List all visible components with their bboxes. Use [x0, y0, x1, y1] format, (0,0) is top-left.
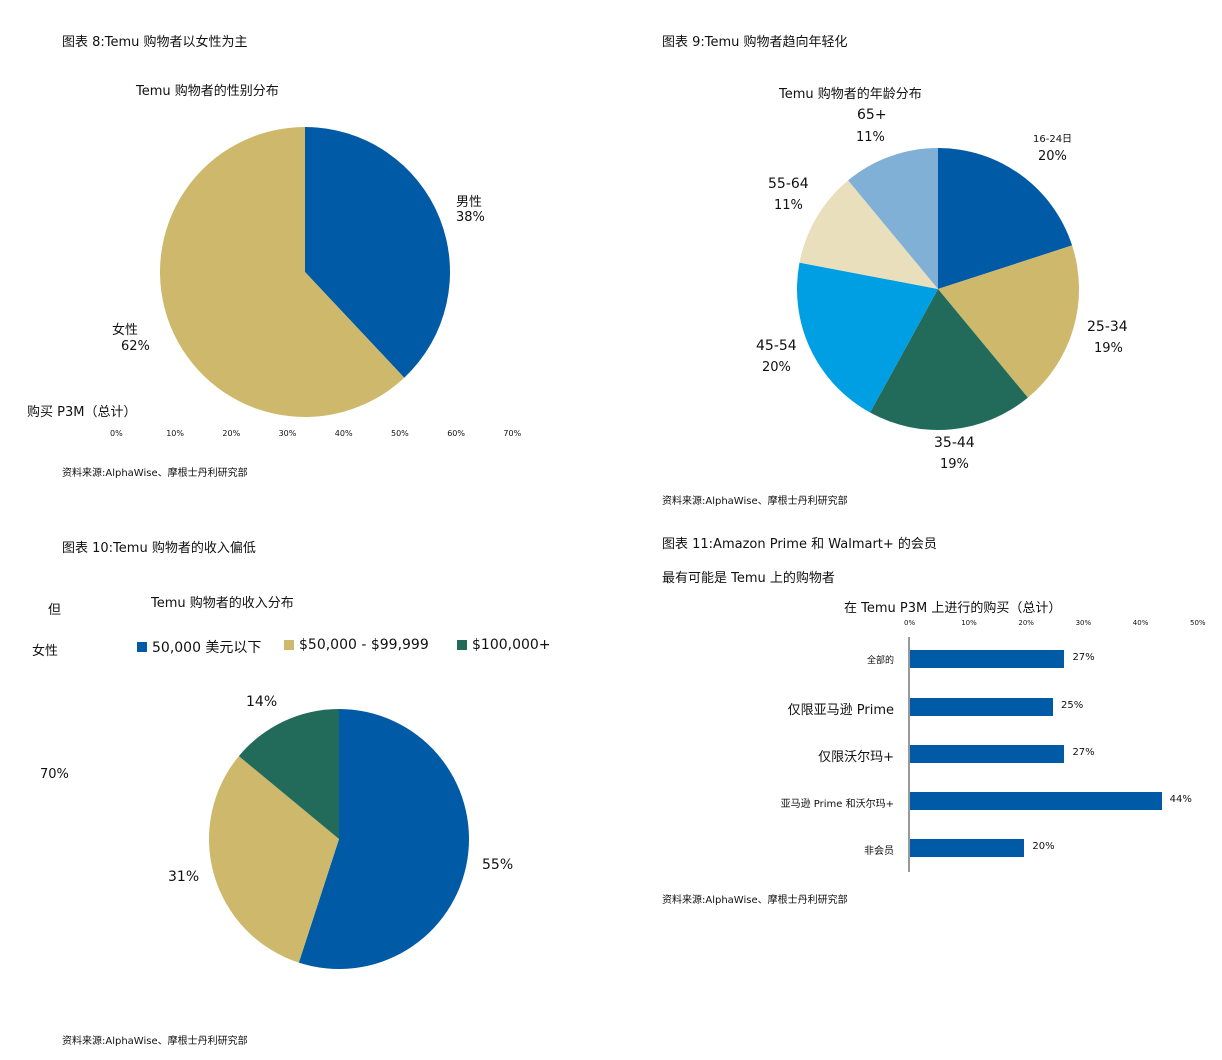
age-slice-3 — [797, 262, 938, 413]
age-chart-title: Temu 购物者的年龄分布 — [779, 87, 922, 102]
age-label-45-54: 45-54 — [756, 338, 797, 354]
bar-category-label: 仅限亚马逊 Prime — [787, 702, 894, 718]
bar-category-label: 全部的 — [866, 656, 894, 667]
bar-category-label: 非会员 — [864, 845, 894, 857]
income-legend-100k-plus: $100,000+ — [457, 637, 551, 653]
age-value-55-64: 11% — [774, 198, 803, 213]
stray-tick-label: 10% — [166, 429, 184, 438]
age-slice-0 — [938, 148, 1073, 289]
bar-x-tick-label: 10% — [961, 619, 977, 627]
stray-tick-label: 50% — [391, 429, 409, 438]
gender-label-male: 男性 — [456, 195, 483, 210]
figure-8-source: 资料来源:AlphaWise、摩根士丹利研究部 — [62, 468, 248, 479]
legend-label: 50,000 美元以下 — [152, 640, 262, 656]
stray-tick-label: 40% — [334, 429, 353, 438]
bar-category-label: 仅限沃尔玛+ — [818, 749, 894, 765]
age-pie-chart — [797, 148, 1079, 430]
gender-value-male: 38% — [456, 210, 485, 225]
income-slice-0 — [298, 709, 469, 969]
stray-tick-label: 30% — [278, 429, 297, 438]
bar-value-label: 20% — [1032, 841, 1055, 852]
bar-value-label: 27% — [1072, 652, 1095, 663]
stray-text-3: 70% — [40, 767, 69, 782]
age-slice-2 — [870, 289, 1028, 430]
bar-1 — [910, 698, 1053, 716]
age-slice-4 — [799, 180, 938, 289]
figure-11-title-line2: 最有可能是 Temu 上的购物者 — [662, 571, 835, 586]
gender-chart-title: Temu 购物者的性别分布 — [136, 84, 279, 99]
legend-label: $100,000+ — [472, 637, 551, 653]
bar-0 — [910, 650, 1065, 668]
legend-label: $50,000 - $99,999 — [299, 637, 429, 653]
bar-x-tick-label: 50% — [1190, 619, 1206, 627]
age-value-16-24: 20% — [1038, 149, 1067, 164]
figure-9-source: 资料来源:AlphaWise、摩根士丹利研究部 — [662, 496, 848, 507]
gender-slice-1 — [159, 127, 405, 417]
income-pie-chart — [209, 709, 469, 969]
legend-swatch-navy — [137, 642, 147, 652]
income-slice-1 — [209, 756, 339, 963]
legend-swatch-gold — [284, 640, 294, 650]
bar-y-axis — [908, 637, 910, 872]
bar-x-tick-label: 40% — [1132, 619, 1149, 627]
stray-tick-label: 70% — [503, 429, 522, 438]
age-slice-1 — [938, 245, 1079, 398]
age-label-65-plus: 65+ — [857, 107, 887, 123]
age-label-35-44: 35-44 — [934, 435, 975, 451]
age-value-45-54: 20% — [762, 360, 791, 375]
stray-tick-label: 20% — [222, 429, 241, 438]
bar-2 — [910, 745, 1065, 763]
bar-x-tick-label: 0% — [904, 619, 916, 627]
legend-swatch-green — [457, 640, 467, 650]
income-value-under-50k: 55% — [482, 857, 514, 873]
bar-value-label: 44% — [1169, 794, 1192, 805]
income-legend-50k-100k: $50,000 - $99,999 — [284, 637, 429, 653]
stray-axis-label: 购买 P3M（总计） — [27, 405, 137, 420]
age-slice-5 — [848, 148, 938, 289]
bar-category-label: 亚马逊 Prime 和沃尔玛+ — [780, 798, 894, 810]
figure-10-title: 图表 10:Temu 购物者的收入偏低 — [62, 541, 256, 556]
age-label-55-64: 55-64 — [768, 176, 809, 192]
figure-8-title: 图表 8:Temu 购物者以女性为主 — [62, 35, 248, 50]
stray-tick-label: 0% — [110, 429, 123, 438]
membership-chart-title: 在 Temu P3M 上进行的购买（总计） — [844, 601, 1062, 616]
bar-x-tick-label: 20% — [1018, 619, 1034, 627]
stray-tick-label: 60% — [447, 429, 465, 438]
age-label-25-34: 25-34 — [1087, 319, 1128, 335]
stray-text-2: 女性 — [32, 644, 59, 659]
gender-label-female: 女性 — [112, 323, 139, 338]
income-slice-2 — [238, 709, 339, 839]
figure-11-source: 资料来源:AlphaWise、摩根士丹利研究部 — [662, 895, 848, 906]
age-value-65-plus: 11% — [856, 130, 885, 145]
age-label-16-24: 16-24日 — [1033, 134, 1073, 145]
income-chart-title: Temu 购物者的收入分布 — [151, 596, 294, 611]
bar-value-label: 25% — [1061, 700, 1084, 711]
income-value-100k-plus: 14% — [246, 694, 278, 710]
bar-3 — [910, 792, 1162, 810]
bar-x-tick-label: 30% — [1075, 619, 1092, 627]
figure-11-title: 图表 11:Amazon Prime 和 Walmart+ 的会员 — [662, 537, 937, 552]
gender-slice-0 — [305, 127, 450, 378]
figure-9-title: 图表 9:Temu 购物者趋向年轻化 — [662, 35, 848, 50]
age-value-35-44: 19% — [940, 457, 969, 472]
gender-pie-chart — [159, 127, 450, 417]
figure-10-source: 资料来源:AlphaWise、摩根士丹利研究部 — [62, 1036, 248, 1047]
stray-text-1: 但 — [48, 603, 62, 618]
bar-4 — [910, 839, 1025, 857]
age-value-25-34: 19% — [1094, 341, 1123, 356]
income-legend-under-50k: 50,000 美元以下 — [137, 637, 261, 657]
income-value-50k-100k: 31% — [168, 869, 200, 885]
bar-value-label: 27% — [1072, 747, 1095, 758]
gender-value-female: 62% — [121, 339, 150, 354]
